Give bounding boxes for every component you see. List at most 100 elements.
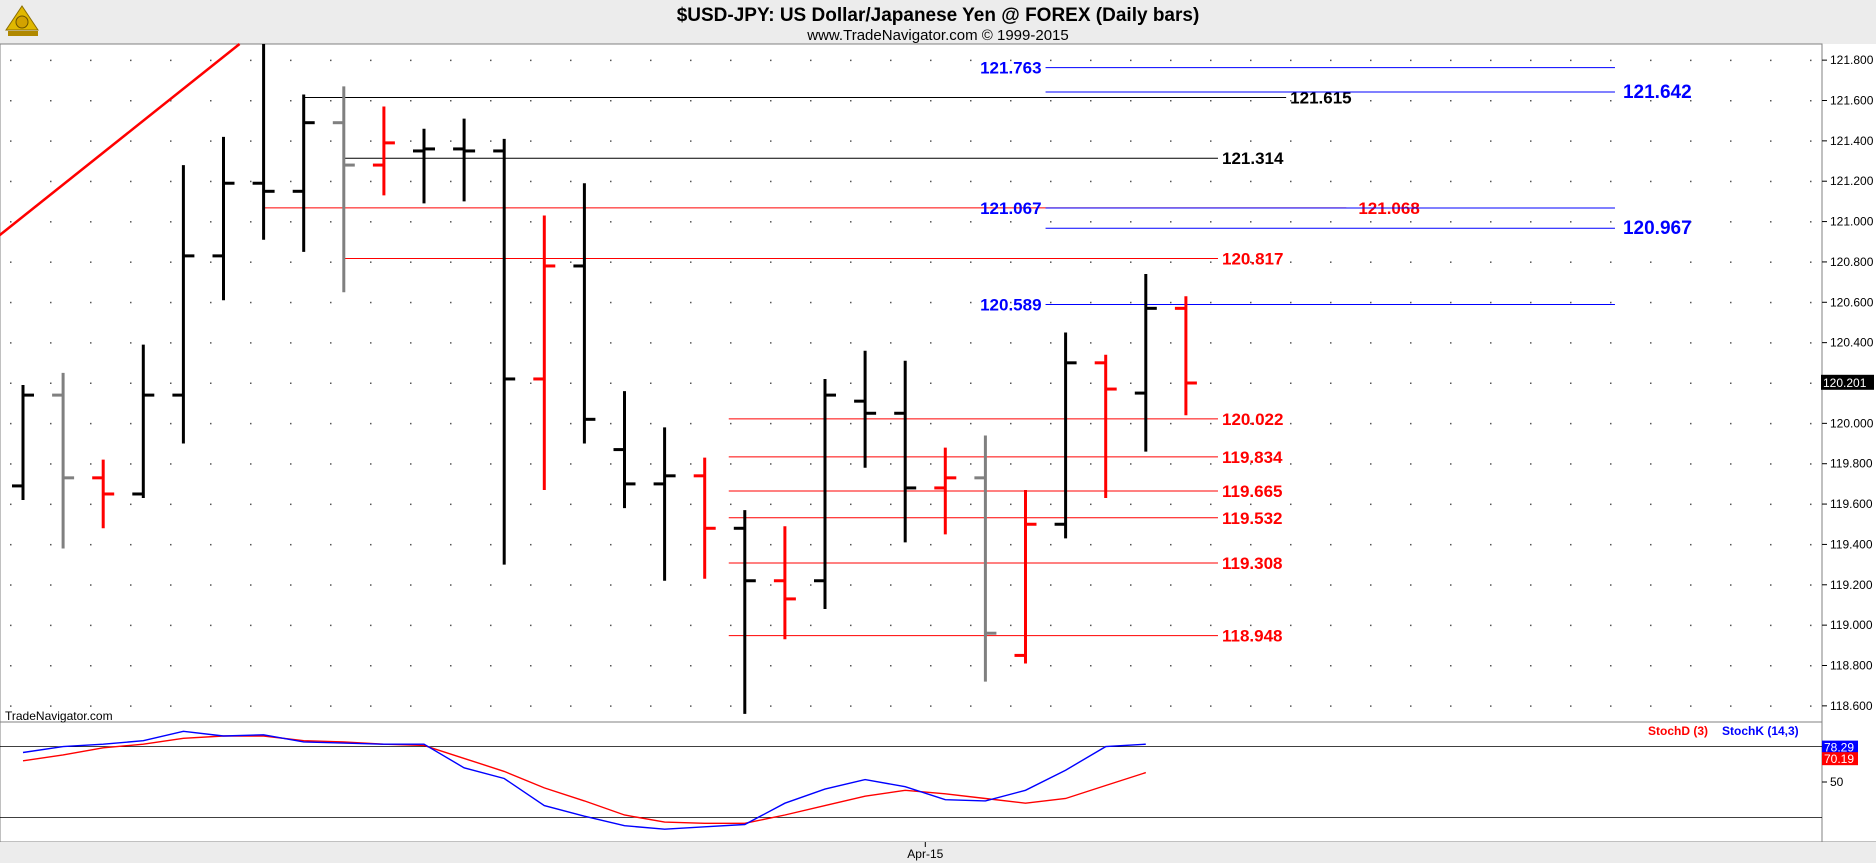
grid-dot: [730, 584, 732, 586]
grid-dot: [1090, 301, 1092, 304]
price-tick-label: 121.000: [1830, 215, 1874, 229]
grid-dot: [970, 543, 972, 546]
grid-dot: [1290, 382, 1292, 384]
grid-dot: [1050, 261, 1052, 263]
grid-dot: [1170, 100, 1172, 102]
grid-dot: [1090, 221, 1092, 223]
grid-dot: [370, 705, 372, 707]
grid-dot: [1570, 503, 1572, 506]
grid-dot: [1050, 140, 1052, 142]
grid-dot: [1490, 382, 1492, 384]
level-label-121.067: 121.067: [980, 199, 1041, 218]
grid-dot: [1370, 382, 1372, 384]
grid-dot: [810, 584, 812, 586]
ohlc-bar: [854, 350, 877, 468]
grid-dot: [330, 140, 332, 142]
grid-dot: [370, 584, 372, 586]
grid-dot: [1450, 665, 1452, 667]
grid-dot: [1730, 221, 1732, 223]
grid-dot: [370, 180, 372, 183]
grid-dot: [210, 584, 212, 586]
grid-dot: [810, 301, 812, 304]
grid-dot: [1370, 100, 1372, 102]
grid-dot: [1410, 584, 1412, 586]
grid-dot: [170, 301, 172, 304]
grid-dot: [770, 382, 772, 384]
grid-dot: [170, 665, 172, 667]
grid-dot: [890, 503, 892, 506]
ohlc-bar: [413, 128, 435, 204]
grid-dot: [810, 422, 812, 425]
grid-dot: [1010, 543, 1012, 546]
grid-dot: [1370, 665, 1372, 667]
grid-dot: [930, 382, 932, 384]
grid-dot: [1530, 180, 1532, 183]
grid-dot: [1410, 422, 1412, 425]
grid-dot: [1490, 59, 1492, 62]
grid-dot: [770, 261, 772, 263]
grid-dot: [1210, 100, 1212, 102]
grid-dot: [850, 422, 852, 425]
grid-dot: [650, 221, 652, 223]
grid-dot: [450, 140, 452, 142]
grid-dot: [50, 100, 52, 102]
grid-dot: [690, 463, 692, 465]
grid-dot: [930, 422, 932, 425]
grid-dot: [1050, 503, 1052, 506]
grid-dot: [1010, 665, 1012, 667]
grid-dot: [330, 261, 332, 263]
grid-dot: [1050, 382, 1052, 384]
grid-dot: [610, 503, 612, 506]
grid-dot: [610, 180, 612, 183]
grid-dot: [50, 301, 52, 304]
grid-dot: [1130, 463, 1132, 465]
grid-dot: [130, 59, 132, 62]
grid-dot: [770, 180, 772, 183]
grid-dot: [450, 503, 452, 506]
grid-dot: [650, 503, 652, 506]
trendline: [0, 43, 241, 237]
grid-dot: [330, 665, 332, 667]
grid-dot: [810, 665, 812, 667]
grid-dot: [850, 382, 852, 384]
grid-dot: [970, 382, 972, 384]
grid-dot: [1490, 665, 1492, 667]
grid-dot: [1210, 140, 1212, 142]
grid-dot: [1330, 180, 1332, 183]
grid-dot: [1050, 422, 1052, 425]
grid-dot: [610, 705, 612, 707]
grid-dot: [1450, 342, 1452, 344]
grid-dot: [1290, 665, 1292, 667]
grid-dot: [1530, 624, 1532, 627]
grid-dot: [10, 261, 12, 263]
grid-dot: [850, 705, 852, 707]
logo: [5, 5, 39, 36]
ohlc-bar: [92, 459, 115, 529]
grid-dot: [10, 584, 12, 586]
grid-dot: [1050, 665, 1052, 667]
grid-dot: [850, 140, 852, 142]
grid-dot: [610, 665, 612, 667]
grid-dot: [930, 705, 932, 707]
last-price-box: [1821, 374, 1874, 390]
grid-dot: [330, 59, 332, 62]
grid-dot: [170, 382, 172, 384]
grid-dot: [570, 503, 572, 506]
grid-dot: [890, 100, 892, 102]
grid-dot: [330, 100, 332, 102]
grid-dot: [1130, 584, 1132, 586]
grid-dot: [210, 140, 212, 142]
grid-dot: [930, 543, 932, 546]
grid-dot: [1450, 221, 1452, 223]
grid-dot: [410, 584, 412, 586]
price-tick-label: 118.600: [1830, 699, 1873, 713]
grid-dot: [330, 422, 332, 425]
grid-dot: [850, 342, 852, 344]
grid-dot: [810, 705, 812, 707]
grid-dot: [1330, 342, 1332, 344]
grid-dot: [610, 463, 612, 465]
grid-dot: [10, 422, 12, 425]
grid-dot: [1250, 59, 1252, 62]
grid-dot: [1410, 140, 1412, 142]
grid-dot: [290, 382, 292, 384]
